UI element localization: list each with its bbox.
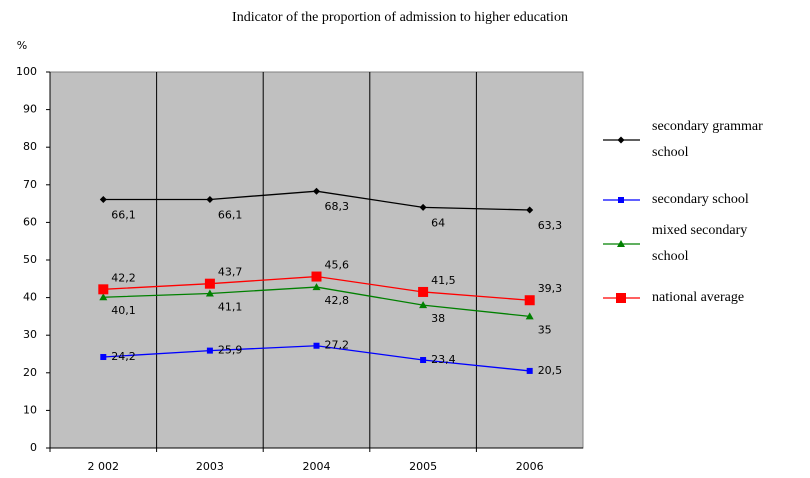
x-tick-label: 2006: [516, 460, 544, 473]
y-tick-label: 30: [23, 328, 37, 341]
data-label: 63,3: [538, 219, 563, 232]
marker: [419, 203, 427, 211]
y-tick-label: 20: [23, 366, 37, 379]
marker: [313, 187, 320, 195]
plot-area: [49, 71, 584, 449]
marker: [524, 295, 535, 306]
data-label: 25,9: [218, 344, 243, 357]
legend-label-line: school: [652, 249, 689, 264]
marker: [419, 301, 428, 309]
data-label: 66,1: [218, 208, 243, 221]
data-label: 45,6: [325, 259, 350, 272]
marker: [313, 342, 320, 349]
marker: [204, 278, 215, 289]
data-label: 42,8: [325, 294, 350, 307]
y-tick-label: 80: [23, 140, 37, 153]
marker: [205, 289, 214, 297]
y-tick-label: 90: [23, 103, 37, 116]
data-label: 64: [431, 216, 445, 229]
marker: [617, 240, 625, 247]
y-tick-label: 100: [16, 65, 37, 78]
chart-title: Indicator of the proportion of admission…: [232, 10, 568, 25]
legend-label-line: mixed secondary: [652, 223, 747, 238]
marker: [526, 367, 533, 374]
legend-label-line: secondary grammar: [652, 119, 763, 134]
marker: [616, 293, 626, 303]
data-label: 43,7: [218, 266, 243, 279]
y-axis-label: %: [17, 39, 27, 52]
x-tick-label: 2003: [196, 460, 224, 473]
data-label: 38: [431, 312, 445, 325]
x-tick-label: 2 002: [88, 460, 120, 473]
legend-label-line: national average: [652, 290, 744, 305]
marker: [100, 354, 107, 361]
data-label: 35: [538, 323, 552, 336]
data-label: 41,5: [431, 274, 456, 287]
marker: [99, 195, 107, 203]
legend-label: secondary grammar school: [652, 119, 763, 160]
marker: [312, 283, 321, 291]
data-label: 20,5: [538, 364, 563, 377]
legend-label-line: school: [652, 145, 689, 160]
data-label: 68,3: [325, 200, 350, 213]
marker: [311, 271, 322, 282]
data-label: 39,3: [538, 282, 563, 295]
x-tick-label: 2004: [303, 460, 331, 473]
marker: [99, 293, 108, 301]
x-tick-label: 2005: [409, 460, 437, 473]
y-tick-label: 0: [30, 441, 37, 454]
y-tick-label: 50: [23, 253, 37, 266]
marker: [98, 284, 109, 295]
legend-label: national average: [652, 290, 744, 305]
data-label: 66,1: [111, 208, 136, 221]
marker: [206, 347, 213, 354]
legend-label: secondary school: [652, 192, 749, 207]
data-label: 41,1: [218, 300, 243, 313]
data-label: 27,2: [325, 339, 350, 352]
marker: [206, 195, 214, 203]
y-tick-label: 10: [23, 403, 37, 416]
data-label: 40,1: [111, 304, 136, 317]
data-label: 24,2: [111, 350, 136, 363]
marker: [525, 312, 534, 320]
y-tick-label: 40: [23, 291, 37, 304]
y-tick-label: 60: [23, 215, 37, 228]
data-label: 23,4: [431, 353, 456, 366]
marker: [420, 357, 427, 364]
marker: [526, 206, 534, 214]
data-label: 42,2: [111, 271, 136, 284]
y-tick-label: 70: [23, 178, 37, 191]
marker: [617, 136, 625, 144]
legend-label: mixed secondary school: [652, 223, 747, 264]
marker: [618, 197, 624, 203]
marker: [418, 286, 429, 297]
legend-label-line: secondary school: [652, 192, 749, 207]
